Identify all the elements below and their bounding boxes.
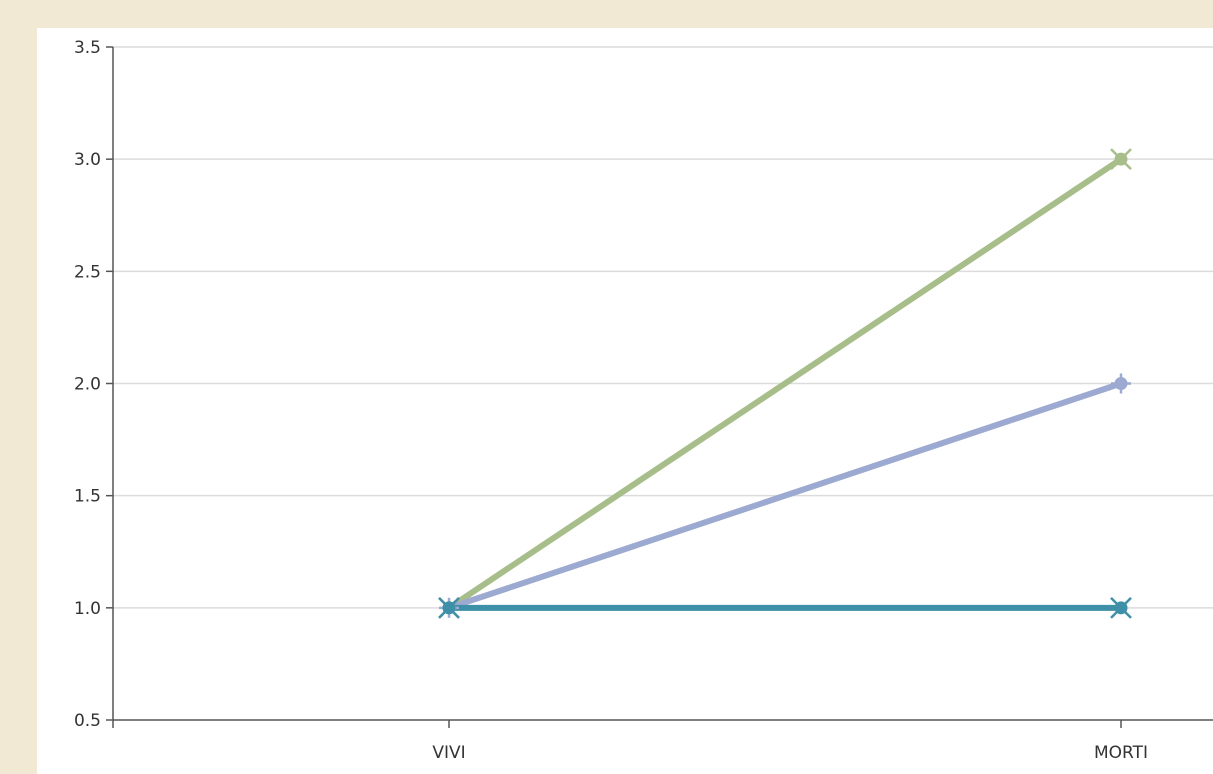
data-point-s1-2 bbox=[1110, 148, 1132, 171]
chart-panel: 0.5 1.0 1.5 2.0 2.5 3.0 3.5 VIVI MORTI bbox=[37, 28, 1213, 774]
data-point-s3-2 bbox=[1110, 596, 1132, 619]
data-point-s3-1 bbox=[438, 596, 460, 619]
series-line-2 bbox=[446, 380, 1124, 611]
y-tick-label: 2.5 bbox=[74, 262, 101, 282]
y-tick-label: 1.5 bbox=[74, 487, 101, 507]
grid-lines bbox=[113, 46, 1213, 609]
y-tick-label: 0.5 bbox=[74, 711, 101, 731]
series-line-1 bbox=[446, 156, 1124, 611]
series-markers bbox=[438, 148, 1132, 619]
line-chart: 0.5 1.0 1.5 2.0 2.5 3.0 3.5 VIVI MORTI bbox=[74, 38, 1213, 763]
y-tick-label: 3.5 bbox=[74, 38, 101, 58]
y-tick-label: 1.0 bbox=[74, 599, 101, 619]
x-tick-label: MORTI bbox=[1094, 743, 1148, 763]
axes: 0.5 1.0 1.5 2.0 2.5 3.0 3.5 VIVI MORTI bbox=[74, 38, 1213, 763]
x-tick-label: VIVI bbox=[432, 743, 465, 763]
y-tick-label: 3.0 bbox=[74, 150, 101, 170]
data-point-s2-2 bbox=[1111, 373, 1131, 394]
y-tick-label: 2.0 bbox=[74, 375, 101, 395]
series-lines bbox=[446, 156, 1124, 611]
